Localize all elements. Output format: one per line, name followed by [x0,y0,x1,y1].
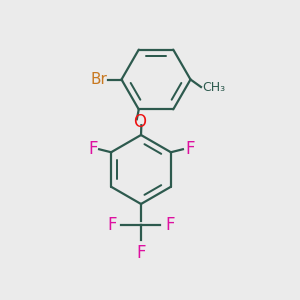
Text: F: F [88,140,98,158]
Text: F: F [185,140,195,158]
Text: F: F [107,216,117,234]
Text: Br: Br [90,72,107,87]
Text: CH₃: CH₃ [202,81,225,94]
Text: F: F [165,216,175,234]
Text: O: O [134,113,146,131]
Text: F: F [136,244,146,262]
